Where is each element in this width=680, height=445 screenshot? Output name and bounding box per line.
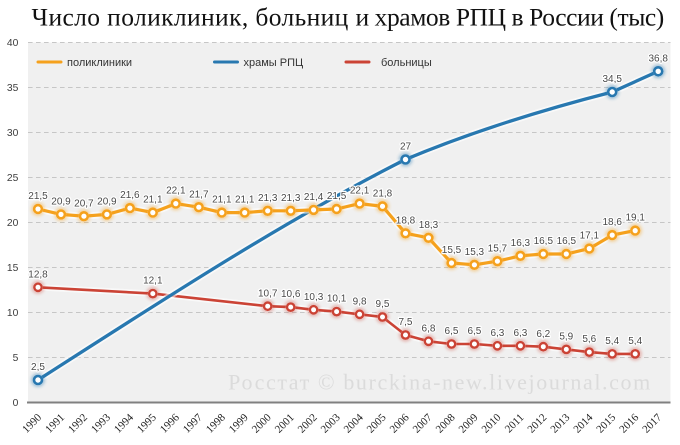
svg-text:15,5: 15,5 — [442, 245, 462, 256]
svg-text:15,3: 15,3 — [465, 247, 485, 258]
svg-text:10,3: 10,3 — [304, 292, 324, 303]
svg-text:10,1: 10,1 — [327, 294, 347, 305]
svg-text:5,6: 5,6 — [582, 334, 596, 345]
svg-text:6,2: 6,2 — [536, 329, 550, 340]
svg-text:6,8: 6,8 — [422, 323, 436, 334]
svg-text:20,9: 20,9 — [97, 197, 117, 208]
svg-text:34,5: 34,5 — [602, 74, 622, 85]
svg-text:6,5: 6,5 — [467, 326, 481, 337]
svg-text:22,1: 22,1 — [350, 186, 370, 197]
svg-text:21,1: 21,1 — [212, 195, 232, 206]
svg-text:7,5: 7,5 — [399, 317, 413, 328]
svg-text:27: 27 — [400, 142, 412, 153]
svg-text:21,5: 21,5 — [28, 191, 48, 202]
svg-text:Число поликлиник, больниц и хр: Число поликлиник, больниц и храмов РПЦ в… — [32, 3, 664, 32]
svg-text:20: 20 — [7, 218, 19, 229]
svg-text:5,4: 5,4 — [628, 336, 642, 347]
svg-text:21,5: 21,5 — [327, 191, 347, 202]
svg-text:15: 15 — [7, 263, 19, 274]
svg-text:19,1: 19,1 — [625, 213, 645, 224]
svg-text:6,3: 6,3 — [490, 328, 504, 339]
svg-text:16,3: 16,3 — [511, 238, 531, 249]
svg-text:21,3: 21,3 — [258, 193, 278, 204]
svg-text:поликлиники: поликлиники — [67, 57, 132, 69]
svg-text:21,1: 21,1 — [143, 195, 163, 206]
svg-text:21,4: 21,4 — [304, 192, 324, 203]
svg-text:18,3: 18,3 — [419, 220, 439, 231]
svg-text:5,4: 5,4 — [605, 336, 619, 347]
svg-text:15,7: 15,7 — [488, 243, 508, 254]
svg-text:36,8: 36,8 — [648, 53, 668, 64]
svg-text:16,5: 16,5 — [557, 236, 577, 247]
svg-text:10: 10 — [7, 308, 19, 319]
svg-text:21,7: 21,7 — [189, 189, 209, 200]
svg-text:9,5: 9,5 — [376, 299, 390, 310]
svg-text:40: 40 — [7, 38, 19, 49]
svg-text:5: 5 — [13, 353, 19, 364]
svg-text:35: 35 — [7, 83, 19, 94]
svg-text:12,8: 12,8 — [28, 269, 48, 280]
svg-text:6,3: 6,3 — [513, 328, 527, 339]
svg-text:21,3: 21,3 — [281, 193, 301, 204]
svg-text:5,9: 5,9 — [559, 332, 573, 343]
svg-text:21,8: 21,8 — [373, 188, 393, 199]
svg-text:21,6: 21,6 — [120, 190, 140, 201]
svg-text:17,1: 17,1 — [580, 231, 600, 242]
svg-text:12,1: 12,1 — [143, 276, 163, 287]
svg-text:больницы: больницы — [381, 57, 432, 69]
svg-text:6,5: 6,5 — [445, 326, 459, 337]
svg-text:10,6: 10,6 — [281, 289, 301, 300]
svg-text:2,5: 2,5 — [31, 362, 45, 373]
svg-text:храмы РПЦ: храмы РПЦ — [244, 57, 304, 69]
svg-text:18,8: 18,8 — [396, 215, 416, 226]
svg-text:Росстат © burckina-new.livejou: Росстат © burckina-new.livejournal.com — [228, 370, 652, 395]
svg-text:18,6: 18,6 — [602, 217, 622, 228]
svg-text:0: 0 — [13, 398, 19, 409]
svg-text:10,7: 10,7 — [258, 288, 278, 299]
svg-text:21,1: 21,1 — [235, 195, 255, 206]
svg-text:9,8: 9,8 — [353, 296, 367, 307]
svg-text:25: 25 — [7, 173, 19, 184]
svg-text:30: 30 — [7, 128, 19, 139]
svg-text:20,9: 20,9 — [51, 197, 71, 208]
svg-text:20,7: 20,7 — [74, 198, 94, 209]
svg-text:16,5: 16,5 — [534, 236, 554, 247]
svg-text:22,1: 22,1 — [166, 186, 186, 197]
